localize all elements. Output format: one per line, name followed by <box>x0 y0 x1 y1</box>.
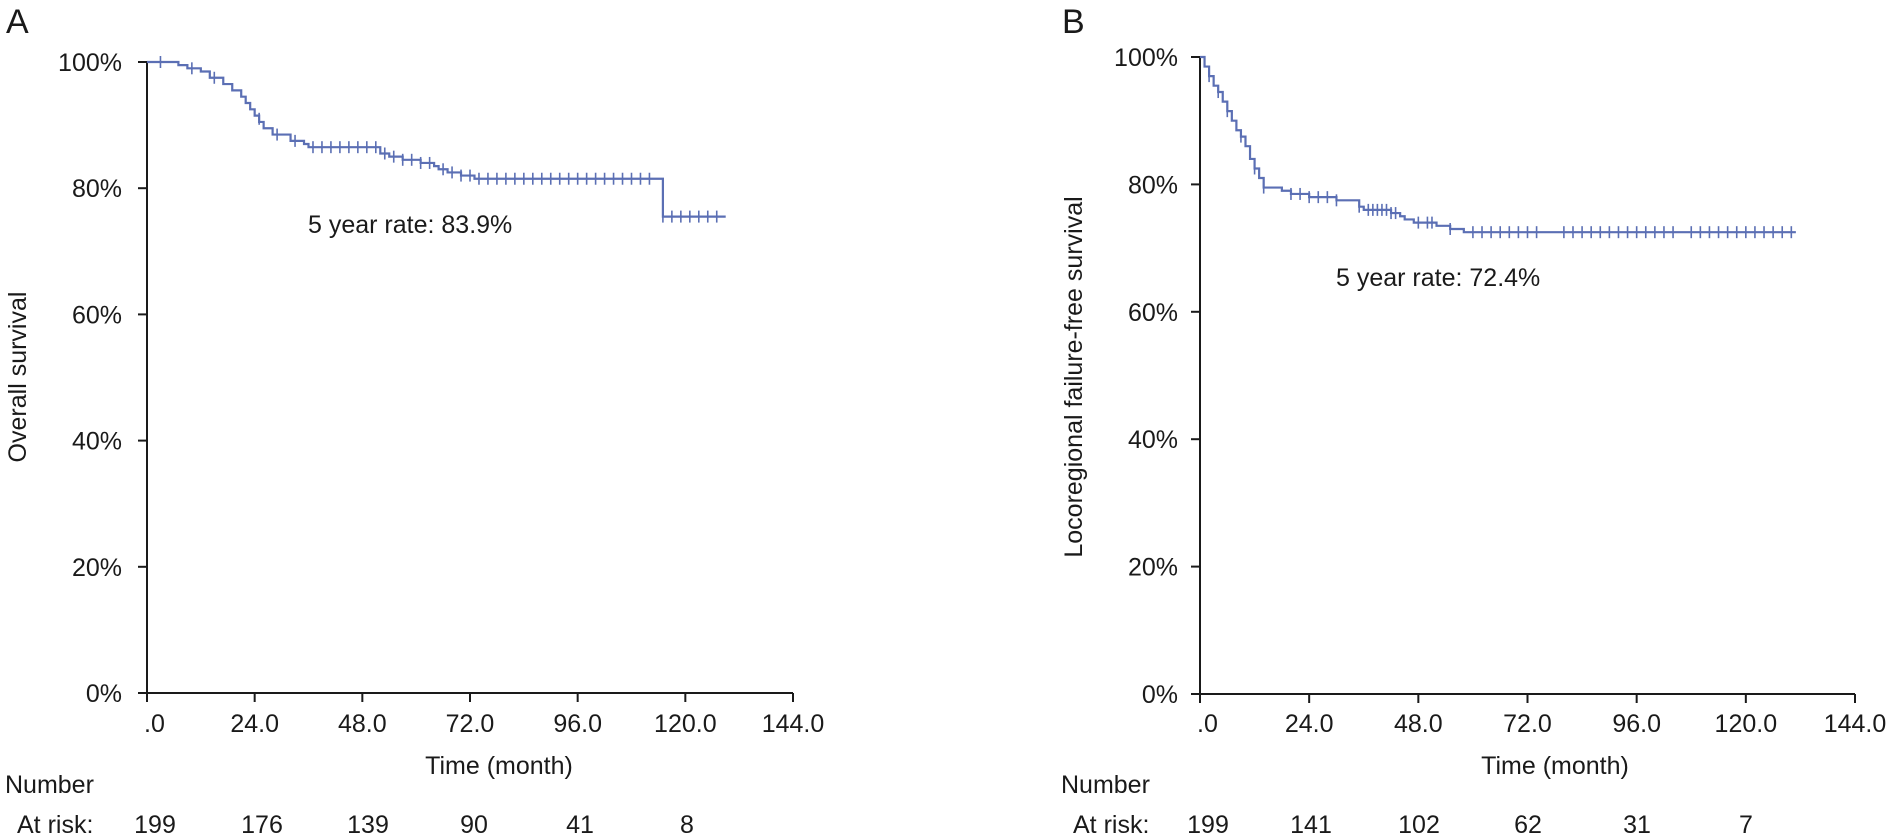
censor-marks <box>1208 70 1793 239</box>
at-risk-value: 62 <box>1514 811 1542 839</box>
y-tick-label: 0% <box>86 680 122 708</box>
x-tick-label: 48.0 <box>338 710 387 738</box>
axes <box>146 62 793 694</box>
number-header: Number <box>1061 771 1150 799</box>
five-year-rate-annotation: 5 year rate: 72.4% <box>1336 264 1540 292</box>
y-axis-label: Overall survival <box>4 292 32 463</box>
x-tick-label: .0 <box>1197 710 1218 738</box>
at-risk-values: 199 141 102 62 31 7 <box>1187 811 1753 839</box>
censor-marks <box>159 56 718 223</box>
axes <box>1199 57 1855 695</box>
at-risk-value: 90 <box>460 811 488 839</box>
survival-curve <box>147 60 726 218</box>
x-axis-label: Time (month) <box>425 752 573 780</box>
x-tick-label: 72.0 <box>1503 710 1552 738</box>
y-tick-label: 20% <box>72 554 122 582</box>
at-risk-value: 141 <box>1290 811 1332 839</box>
panel-label: B <box>1062 3 1085 41</box>
y-tick-label: 40% <box>1128 426 1178 454</box>
at-risk-value: 31 <box>1623 811 1651 839</box>
x-axis-ticks: .0 24.0 48.0 72.0 96.0 120.0 144.0 <box>144 693 824 738</box>
x-tick-label: 72.0 <box>446 710 495 738</box>
at-risk-value: 139 <box>347 811 389 839</box>
y-tick-label: 60% <box>72 301 122 329</box>
panel-label: A <box>6 3 29 41</box>
y-axis-label: Locoregional failure-free survival <box>1060 196 1088 557</box>
overall-survival-chart: A 0% 20% 40% 60% 80% 100% .0 24.0 48.0 72.0 96.0 1… <box>4 3 824 839</box>
x-tick-label: 48.0 <box>1394 710 1443 738</box>
y-axis-ticks: 0% 20% 40% 60% 80% 100% <box>1114 44 1200 709</box>
y-tick-label: 80% <box>1128 171 1178 199</box>
panel-b: B 0% 20% 40% 60% 80% 100% .0 24.0 48.0 72.0 96.0 1… <box>1056 0 1896 840</box>
at-risk-value: 199 <box>1187 811 1229 839</box>
y-tick-label: 40% <box>72 428 122 456</box>
at-risk-label: At risk: <box>1073 811 1149 839</box>
x-tick-label: 120.0 <box>1715 710 1778 738</box>
x-tick-label: 96.0 <box>553 710 602 738</box>
x-tick-label: 96.0 <box>1612 710 1661 738</box>
at-risk-value: 199 <box>134 811 176 839</box>
x-tick-label: 24.0 <box>230 710 279 738</box>
y-tick-label: 0% <box>1142 681 1178 709</box>
x-tick-label: 24.0 <box>1285 710 1334 738</box>
at-risk-label: At risk: <box>17 811 93 839</box>
at-risk-value: 7 <box>1739 811 1753 839</box>
x-tick-label: .0 <box>144 710 165 738</box>
locoregional-survival-chart: B 0% 20% 40% 60% 80% 100% .0 24.0 48.0 72.0 96.0 1… <box>1060 3 1886 839</box>
x-tick-label: 144.0 <box>1824 710 1887 738</box>
at-risk-value: 8 <box>680 811 694 839</box>
y-tick-label: 20% <box>1128 554 1178 582</box>
survival-curve <box>1200 55 1796 234</box>
at-risk-value: 176 <box>241 811 283 839</box>
x-tick-label: 144.0 <box>762 710 825 738</box>
five-year-rate-annotation: 5 year rate: 83.9% <box>308 211 512 239</box>
y-tick-label: 80% <box>72 175 122 203</box>
y-tick-label: 100% <box>58 49 122 77</box>
x-axis-ticks: .0 24.0 48.0 72.0 96.0 120.0 144.0 <box>1197 694 1886 738</box>
panel-a: A 0% 20% 40% 60% 80% 100% .0 24.0 48.0 72.0 96.0 1… <box>4 3 824 839</box>
at-risk-values: 199 176 139 90 41 8 <box>134 811 694 839</box>
x-axis-label: Time (month) <box>1481 752 1629 780</box>
y-axis-ticks: 0% 20% 40% 60% 80% 100% <box>58 49 147 708</box>
number-header: Number <box>5 771 94 799</box>
x-tick-label: 120.0 <box>654 710 717 738</box>
y-tick-label: 100% <box>1114 44 1178 72</box>
y-tick-label: 60% <box>1128 299 1178 327</box>
at-risk-value: 41 <box>566 811 594 839</box>
at-risk-value: 102 <box>1398 811 1440 839</box>
